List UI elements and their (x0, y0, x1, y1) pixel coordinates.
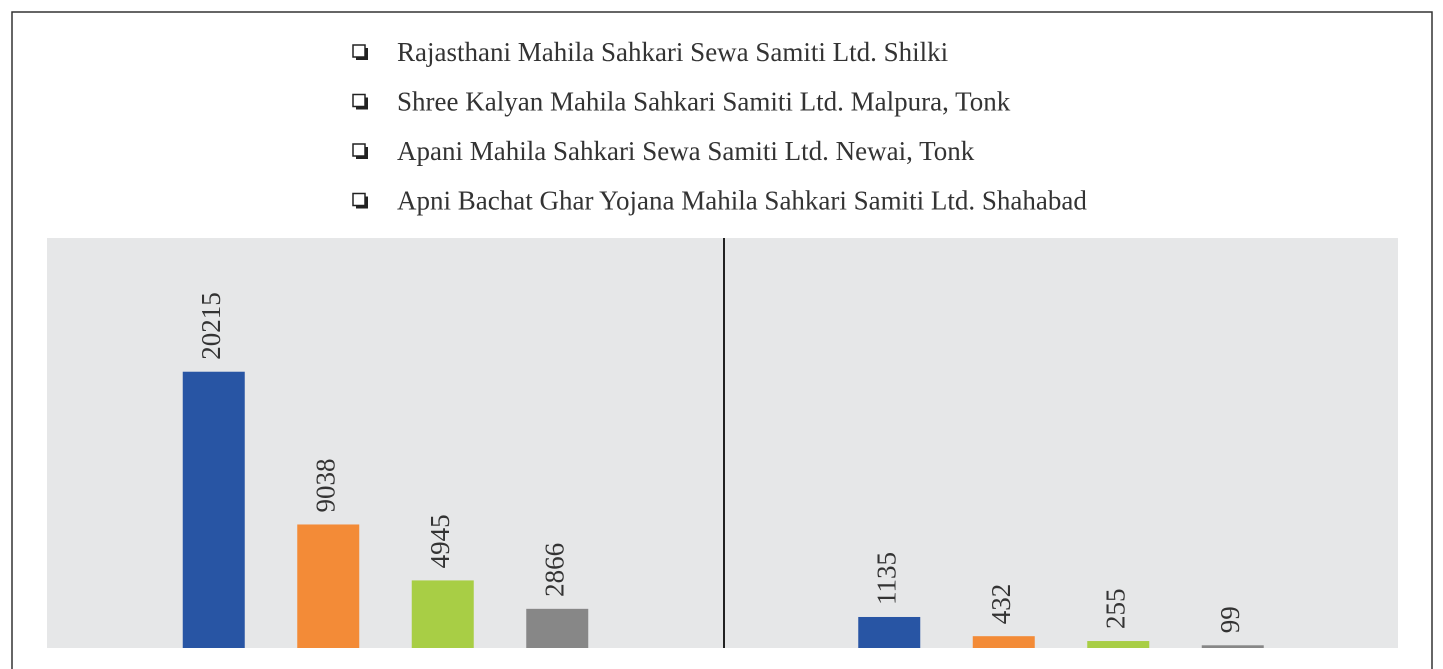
data-label: 2866 (539, 543, 569, 597)
bar (858, 616, 921, 648)
legend-marker (352, 44, 366, 58)
data-label: 1135 (871, 552, 901, 605)
data-label: 9038 (310, 458, 340, 512)
legend-marker (352, 93, 366, 108)
bar (1087, 641, 1150, 648)
bar (1201, 645, 1264, 648)
bar (972, 636, 1035, 648)
legend-label: Apani Mahila Sahkari Sewa Samiti Ltd. Ne… (397, 136, 975, 166)
frame (11, 11, 1433, 669)
legend-label: Shree Kalyan Mahila Sahkari Samiti Ltd. … (397, 87, 1011, 117)
data-label: 432 (986, 584, 1016, 625)
data-label: 20215 (196, 292, 226, 360)
bar (297, 524, 360, 648)
legend-label: Rajasthani Mahila Sahkari Sewa Samiti Lt… (397, 37, 948, 67)
bar (526, 608, 589, 648)
data-label: 99 (1215, 606, 1245, 633)
legend-marker (352, 143, 366, 157)
data-label: 255 (1100, 589, 1130, 630)
bar (182, 371, 245, 648)
bar (411, 580, 474, 648)
data-label: 4945 (425, 514, 455, 568)
legend-label: Apni Bachat Ghar Yojana Mahila Sahkari S… (397, 186, 1087, 216)
plot-area (47, 238, 1398, 648)
legend-marker (352, 192, 366, 207)
